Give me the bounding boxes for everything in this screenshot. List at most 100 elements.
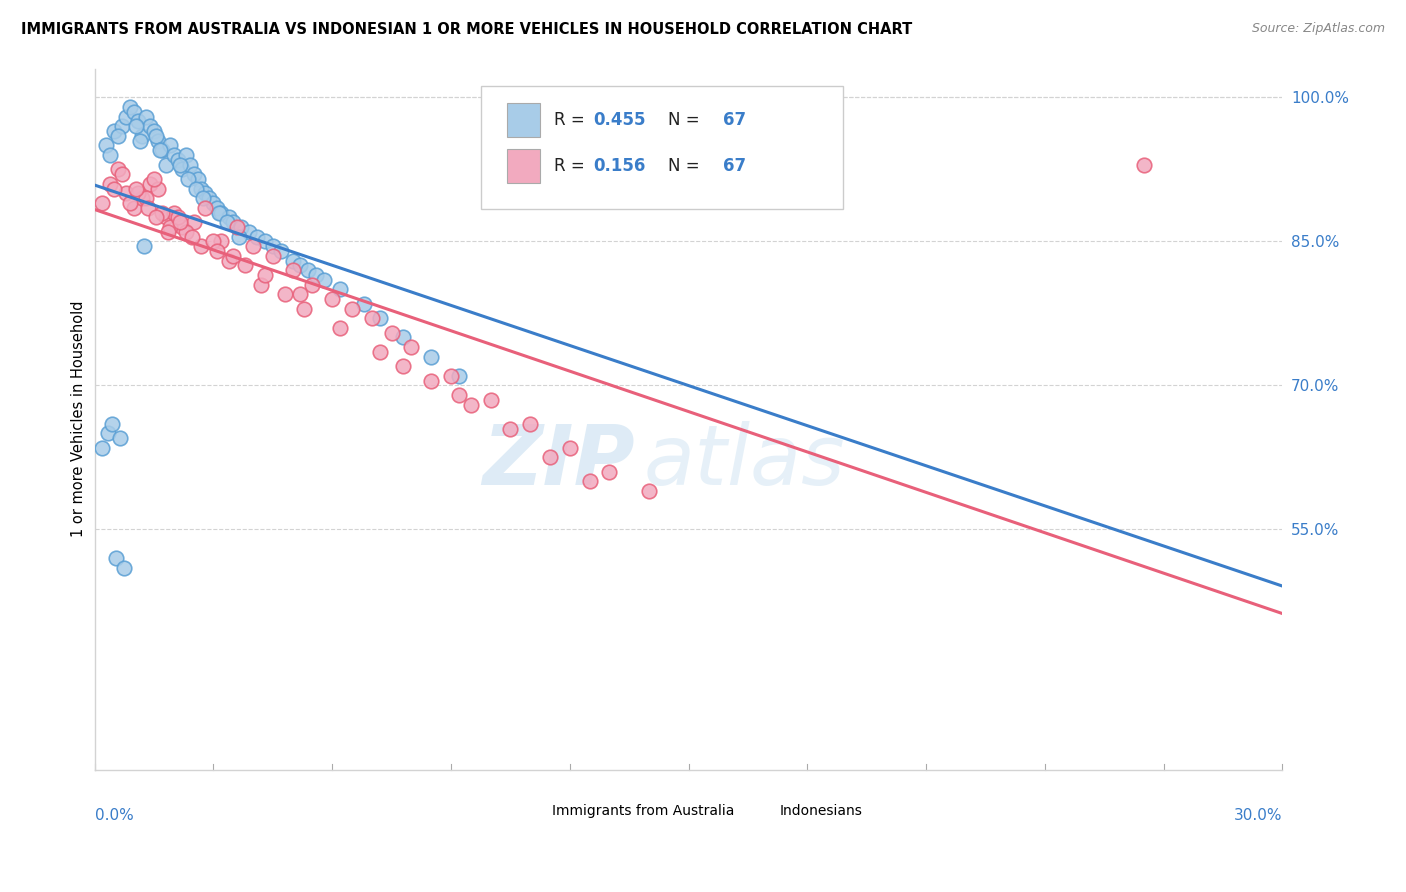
Point xyxy=(91,441,114,455)
Point xyxy=(353,297,375,311)
FancyBboxPatch shape xyxy=(506,103,540,136)
Point xyxy=(180,229,202,244)
Text: R =: R = xyxy=(554,111,591,128)
Text: 67: 67 xyxy=(723,111,747,128)
Point xyxy=(103,124,125,138)
Point xyxy=(218,211,240,225)
Point xyxy=(100,148,122,162)
Point xyxy=(91,196,114,211)
Point xyxy=(135,191,157,205)
Text: Immigrants from Australia: Immigrants from Australia xyxy=(553,804,734,818)
Point xyxy=(120,100,142,114)
Point xyxy=(519,417,541,431)
Point xyxy=(190,181,212,195)
Point xyxy=(96,138,118,153)
Point xyxy=(297,263,319,277)
Point xyxy=(115,186,138,201)
Point xyxy=(156,225,179,239)
Text: N =: N = xyxy=(668,111,706,128)
Point xyxy=(270,244,292,258)
Point xyxy=(329,282,352,296)
Point xyxy=(262,249,284,263)
FancyBboxPatch shape xyxy=(506,149,540,183)
Point xyxy=(479,392,502,407)
Point xyxy=(194,201,217,215)
Point xyxy=(193,191,215,205)
Point xyxy=(233,259,256,273)
Point xyxy=(314,273,336,287)
Point xyxy=(222,249,245,263)
Text: Indonesians: Indonesians xyxy=(780,804,863,818)
Point xyxy=(273,287,295,301)
Point xyxy=(368,344,391,359)
Point xyxy=(184,181,207,195)
Point xyxy=(253,268,276,282)
Text: Source: ZipAtlas.com: Source: ZipAtlas.com xyxy=(1251,22,1385,36)
Text: 0.455: 0.455 xyxy=(593,111,645,128)
Point xyxy=(360,311,382,326)
Point xyxy=(281,253,304,268)
Point xyxy=(122,104,145,119)
Point xyxy=(238,225,260,239)
Point xyxy=(122,201,145,215)
Point xyxy=(111,119,134,133)
Point xyxy=(131,128,153,143)
Point xyxy=(125,119,148,133)
Text: 0.156: 0.156 xyxy=(593,157,645,175)
Point xyxy=(207,244,229,258)
Text: ZIP: ZIP xyxy=(482,421,636,501)
Point xyxy=(149,143,172,157)
Point xyxy=(420,350,443,364)
Point xyxy=(100,177,122,191)
Point xyxy=(321,292,343,306)
Point xyxy=(447,388,470,402)
Point xyxy=(155,211,177,225)
Point xyxy=(169,215,191,229)
Point xyxy=(166,153,188,167)
Y-axis label: 1 or more Vehicles in Household: 1 or more Vehicles in Household xyxy=(72,301,86,537)
Point xyxy=(101,417,124,431)
Point xyxy=(638,484,661,499)
Point xyxy=(294,301,316,316)
Text: 67: 67 xyxy=(723,157,747,175)
Point xyxy=(578,475,600,489)
Point xyxy=(112,561,135,575)
Point xyxy=(202,196,225,211)
Point xyxy=(194,186,217,201)
Point xyxy=(380,326,402,340)
Point xyxy=(253,235,276,249)
Point xyxy=(159,219,181,234)
Point xyxy=(179,157,201,171)
Point xyxy=(115,110,138,124)
Point xyxy=(127,114,149,128)
Point xyxy=(166,211,188,225)
Point xyxy=(420,374,443,388)
Point xyxy=(143,124,166,138)
Point xyxy=(447,368,470,383)
Point xyxy=(242,239,264,253)
Point xyxy=(392,330,415,344)
Point xyxy=(170,162,193,177)
Point xyxy=(281,263,304,277)
Point xyxy=(228,229,250,244)
Point xyxy=(246,229,269,244)
Point xyxy=(150,205,173,219)
Point xyxy=(499,422,522,436)
Point xyxy=(111,167,134,181)
Text: atlas: atlas xyxy=(644,421,845,501)
Point xyxy=(186,172,208,186)
Point xyxy=(222,215,245,229)
Point xyxy=(145,128,167,143)
Point xyxy=(169,157,191,171)
Point xyxy=(125,181,148,195)
Point xyxy=(209,235,232,249)
Point xyxy=(105,551,128,566)
Point xyxy=(163,148,186,162)
Point xyxy=(146,181,169,195)
Point xyxy=(176,172,198,186)
Point xyxy=(97,426,120,441)
FancyBboxPatch shape xyxy=(481,86,844,209)
Point xyxy=(103,181,125,195)
FancyBboxPatch shape xyxy=(742,800,772,822)
Point xyxy=(392,359,415,374)
